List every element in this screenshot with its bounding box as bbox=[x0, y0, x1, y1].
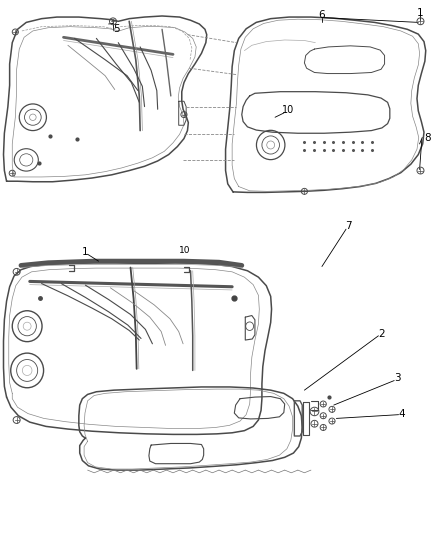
Text: 3: 3 bbox=[394, 374, 401, 383]
Text: 8: 8 bbox=[424, 133, 431, 142]
Text: 1: 1 bbox=[417, 8, 424, 18]
Text: 1: 1 bbox=[82, 247, 89, 256]
Text: 7: 7 bbox=[345, 221, 352, 231]
Text: 2: 2 bbox=[378, 329, 385, 338]
Text: 10: 10 bbox=[179, 246, 191, 255]
Text: 10: 10 bbox=[282, 106, 294, 115]
Text: 6: 6 bbox=[318, 11, 325, 20]
Text: 4: 4 bbox=[399, 409, 406, 418]
Text: 5: 5 bbox=[113, 24, 120, 34]
